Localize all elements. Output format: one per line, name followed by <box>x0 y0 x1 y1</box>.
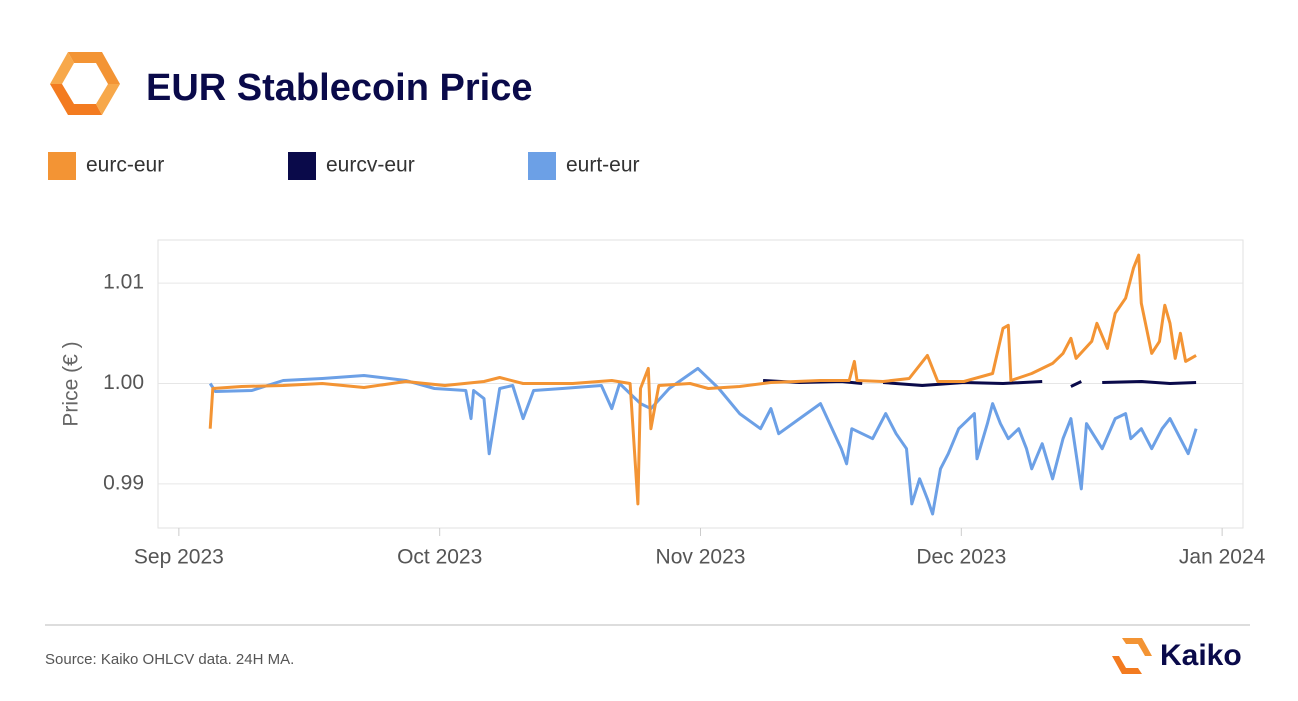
legend-label: eurt-eur <box>566 154 640 177</box>
y-tick-label: 1.00 <box>103 371 144 394</box>
x-tick-label: Nov 2023 <box>656 546 746 569</box>
legend-label: eurcv-eur <box>326 154 415 177</box>
y-axis-label: Price (€ ) <box>60 341 83 426</box>
x-tick-label: Dec 2023 <box>916 546 1006 569</box>
x-tick-label: Sep 2023 <box>134 546 224 569</box>
y-tick-label: 0.99 <box>103 471 144 494</box>
brand-name: Kaiko <box>1160 639 1242 672</box>
series-line <box>208 253 1197 506</box>
logo <box>50 52 120 115</box>
y-tick-label: 1.01 <box>103 271 144 294</box>
legend-swatch <box>48 152 76 180</box>
source-note: Source: Kaiko OHLCV data. 24H MA. <box>45 651 294 668</box>
legend-swatch <box>528 152 556 180</box>
x-tick-label: Jan 2024 <box>1179 546 1266 569</box>
brand-logo <box>1112 638 1152 674</box>
x-tick-label: Oct 2023 <box>397 546 482 569</box>
series-line <box>208 366 1198 516</box>
legend-label: eurc-eur <box>86 154 164 177</box>
legend-swatch <box>288 152 316 180</box>
chart-title: EUR Stablecoin Price <box>146 67 532 109</box>
